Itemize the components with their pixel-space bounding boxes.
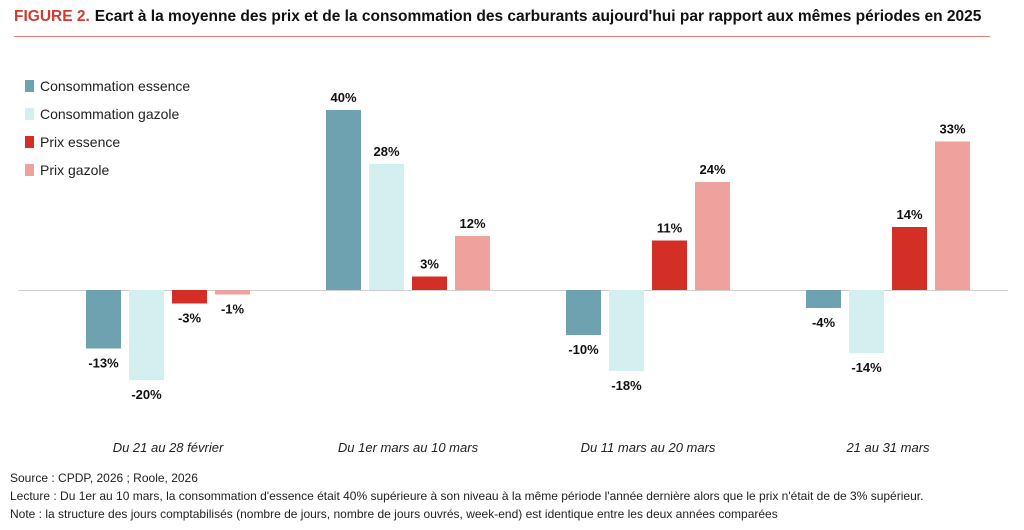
bar-4-1 bbox=[806, 290, 841, 308]
bar-4-4 bbox=[935, 141, 970, 290]
bar-3-3 bbox=[652, 240, 687, 290]
data-label-1-4: -1% bbox=[221, 302, 245, 317]
legend-label-4: Prix gazole bbox=[40, 162, 109, 178]
category-label-3: Du 11 mars au 20 mars bbox=[581, 440, 716, 455]
category-label-2: Du 1er mars au 10 mars bbox=[338, 440, 479, 455]
bar-3-2 bbox=[609, 290, 644, 371]
bar-1-1 bbox=[86, 290, 121, 349]
legend-swatch-2 bbox=[25, 108, 34, 120]
legend-swatch-3 bbox=[25, 136, 34, 148]
category-label-4: 21 au 31 mars bbox=[845, 440, 930, 455]
title-divider bbox=[14, 36, 990, 37]
data-label-4-4: 33% bbox=[939, 122, 965, 137]
category-label-1: Du 21 au 28 février bbox=[113, 440, 224, 455]
reading-note: Lecture : Du 1er au 10 mars, la consomma… bbox=[10, 489, 924, 503]
bar-2-4 bbox=[455, 236, 490, 290]
data-label-1-3: -3% bbox=[178, 311, 202, 326]
bar-2-1 bbox=[326, 110, 361, 290]
chart-title: FIGURE 2. Ecart à la moyenne des prix et … bbox=[14, 8, 994, 26]
bar-1-3 bbox=[172, 290, 207, 304]
data-label-2-1: 40% bbox=[330, 90, 356, 105]
data-label-2-2: 28% bbox=[373, 144, 399, 159]
data-label-3-1: -10% bbox=[568, 342, 599, 357]
data-label-2-4: 12% bbox=[459, 216, 485, 231]
data-label-3-3: 11% bbox=[657, 221, 683, 236]
bar-3-1 bbox=[566, 290, 601, 335]
bar-2-2 bbox=[369, 164, 404, 290]
figure-label: FIGURE 2. bbox=[14, 8, 90, 25]
title-text: Ecart à la moyenne des prix et de la con… bbox=[94, 8, 982, 25]
bar-4-3 bbox=[892, 227, 927, 290]
bar-3-4 bbox=[695, 182, 730, 290]
legend-label-3: Prix essence bbox=[40, 134, 120, 150]
legend-label-1: Consommation essence bbox=[40, 78, 190, 94]
data-label-1-2: -20% bbox=[131, 387, 162, 402]
data-label-3-2: -18% bbox=[611, 378, 642, 393]
data-label-4-2: -14% bbox=[851, 360, 882, 375]
bar-1-2 bbox=[129, 290, 164, 380]
data-label-4-1: -4% bbox=[812, 315, 836, 330]
data-label-2-3: 3% bbox=[420, 257, 439, 272]
data-label-1-1: -13% bbox=[88, 356, 119, 371]
legend-label-2: Consommation gazole bbox=[40, 106, 180, 122]
bar-1-4 bbox=[215, 290, 250, 295]
data-label-4-3: 14% bbox=[896, 207, 922, 222]
bar-4-2 bbox=[849, 290, 884, 353]
legend-swatch-1 bbox=[25, 80, 34, 92]
data-label-3-4: 24% bbox=[699, 162, 725, 177]
bar-chart: -13% -20% -3% -1% Du 21 au 28 février 40% 28% 3… bbox=[18, 78, 1008, 455]
methodology-note: Note : la structure des jours comptabili… bbox=[10, 507, 778, 521]
bar-2-3 bbox=[412, 276, 447, 290]
source-note: Source : CPDP, 2026 ; Roole, 2026 bbox=[10, 471, 198, 485]
legend-swatch-4 bbox=[25, 164, 34, 176]
